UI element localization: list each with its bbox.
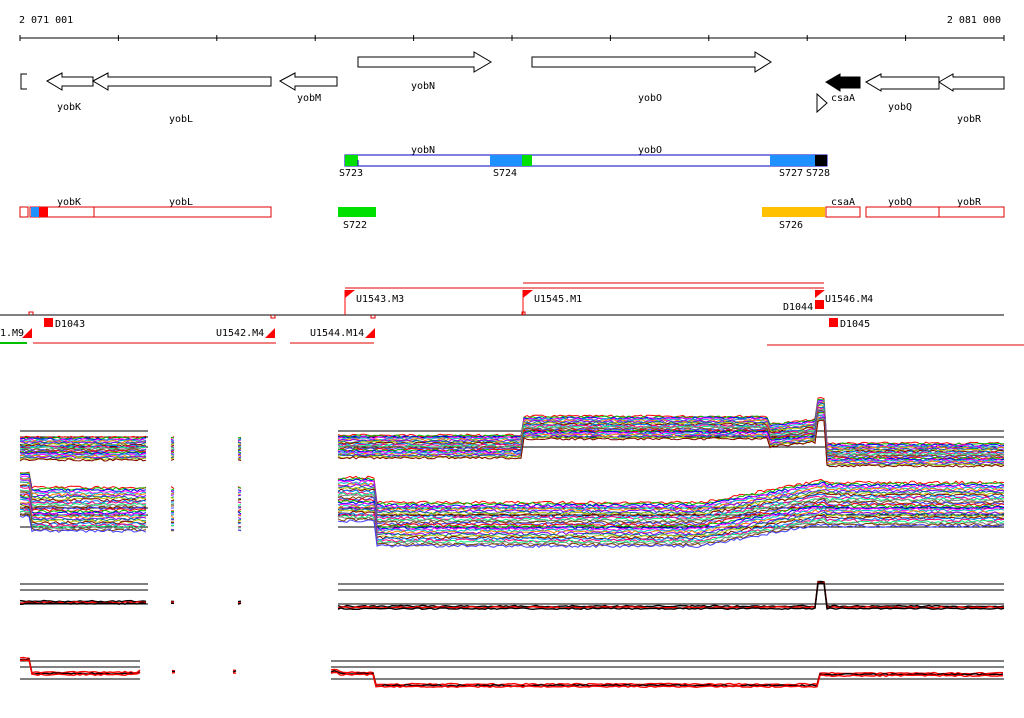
transcript-minus-frag[interactable] [20,207,28,217]
segment-S723[interactable] [345,155,358,166]
feature-M9[interactable]: 1.M9 [0,328,24,339]
segment-label: S723 [339,168,363,179]
feature-D1043[interactable]: D1043 [55,319,85,330]
expression-tracks [20,398,1004,688]
transcript-plus-body[interactable] [345,155,827,166]
segment-S727[interactable] [770,155,815,166]
expression-line [20,476,146,493]
tx-gene-label-yobL: yobL [169,197,193,208]
segment-label: S728 [806,168,830,179]
expression-line [20,472,146,489]
expression-line [171,504,174,505]
gene-yobQ[interactable]: yobQ [866,74,939,113]
segment-S726[interactable] [762,207,825,217]
segment-S724[interactable] [490,155,522,166]
expression-line [238,491,241,492]
expression-line [238,490,241,491]
segment-blue-minus[interactable] [31,207,39,217]
gene-label: yobQ [888,102,912,113]
gene-label: yobO [638,93,662,104]
gene-label: yobR [957,114,982,125]
feature-U1546-M4[interactable]: U1546.M4 [825,294,873,305]
segment-red-minus[interactable] [39,207,48,217]
segment-label: S724 [493,168,517,179]
gene-yobN[interactable]: yobN [358,52,491,92]
expression-track-1 [20,398,1004,468]
feature-D1045[interactable]: D1045 [840,319,870,330]
expression-line [20,658,140,673]
gene-csaA[interactable]: csaA [826,74,860,104]
gene-yobR[interactable]: yobR [939,74,1004,125]
expression-line [171,459,174,460]
expression-line [171,502,174,503]
expression-line [20,477,146,494]
feature-U1545-M1[interactable]: U1545.M1 [534,294,582,305]
expression-line [238,495,241,496]
transcripts-minus-track: yobK yobL csaA yobQ yobR S722 S726 [20,197,1004,231]
expression-line [238,603,241,604]
transcripts-plus-track: yobN yobO S723 S724 S727 S728 [339,145,830,179]
segment-S722[interactable] [338,207,376,217]
gene-label: yobN [411,81,435,92]
expression-line [238,508,241,509]
expression-line [338,583,1004,609]
gene-yobL[interactable]: yobL [93,73,271,125]
gene-label: yobL [169,114,193,125]
expression-track-2 [20,472,1004,547]
segment-label: S726 [779,220,803,231]
expression-line [331,670,1003,685]
expression-line [171,489,174,490]
expression-line [171,495,174,496]
expression-line [238,523,241,524]
expression-track-3 [20,582,1004,610]
feature-D1044[interactable]: D1044 [783,302,813,313]
expression-line [238,444,241,445]
ruler-end-label: 2 081 000 [947,15,1001,26]
segment-green-small[interactable] [522,155,532,166]
segment-S728[interactable] [815,155,827,166]
tx-gene-label-yobR: yobR [957,197,982,208]
expression-line [238,460,241,461]
tx-gene-label-yobQ: yobQ [888,197,912,208]
segment-label: S722 [343,220,367,231]
transcript-minus-yobK-yobL[interactable] [30,207,271,217]
gene-yobK[interactable]: yobK [47,73,93,113]
expression-line [171,516,174,519]
transcript-minus-yobQ-yobR[interactable] [866,207,1004,217]
feature-U1543-M3[interactable]: U1543.M3 [356,294,404,305]
expression-line [238,450,241,451]
gene-label: yobK [57,102,81,113]
gene-fragment-left[interactable] [21,74,27,89]
gene-small-triangle[interactable] [817,94,827,112]
upstream-features-track: U1543.M3 U1545.M1 U1546.M4 D1044 1.M9 D1… [0,283,1024,345]
gene-yobM[interactable]: yobM [280,73,337,104]
transcript-minus-csaA[interactable] [826,207,860,217]
expression-track-4 [20,658,1004,688]
segment-label: S727 [779,168,803,179]
expression-line [171,487,174,489]
expression-line [238,505,241,506]
ruler-start-label: 2 071 001 [19,15,73,26]
coordinate-ruler: 2 071 001 2 081 000 [19,15,1004,41]
gene-label: yobM [297,93,321,104]
feature-U1544-M14[interactable]: U1544.M14 [310,328,364,339]
expression-line [233,671,236,672]
expression-line [171,493,174,494]
expression-line [171,500,174,501]
tx-gene-label-yobO: yobO [638,145,662,156]
tx-gene-label-yobK: yobK [57,197,81,208]
expression-line [172,673,175,674]
feature-U1542-M4[interactable]: U1542.M4 [216,328,264,339]
tx-gene-label-csaA: csaA [831,197,855,208]
tx-gene-label-yobN: yobN [411,145,435,156]
gene-label: csaA [831,93,855,104]
gene-yobO[interactable]: yobO [532,52,771,104]
gene-annotation-track: yobK yobL yobM yobN yobO csaA [21,52,1004,125]
expression-line [338,582,1004,607]
expression-line [238,518,241,519]
